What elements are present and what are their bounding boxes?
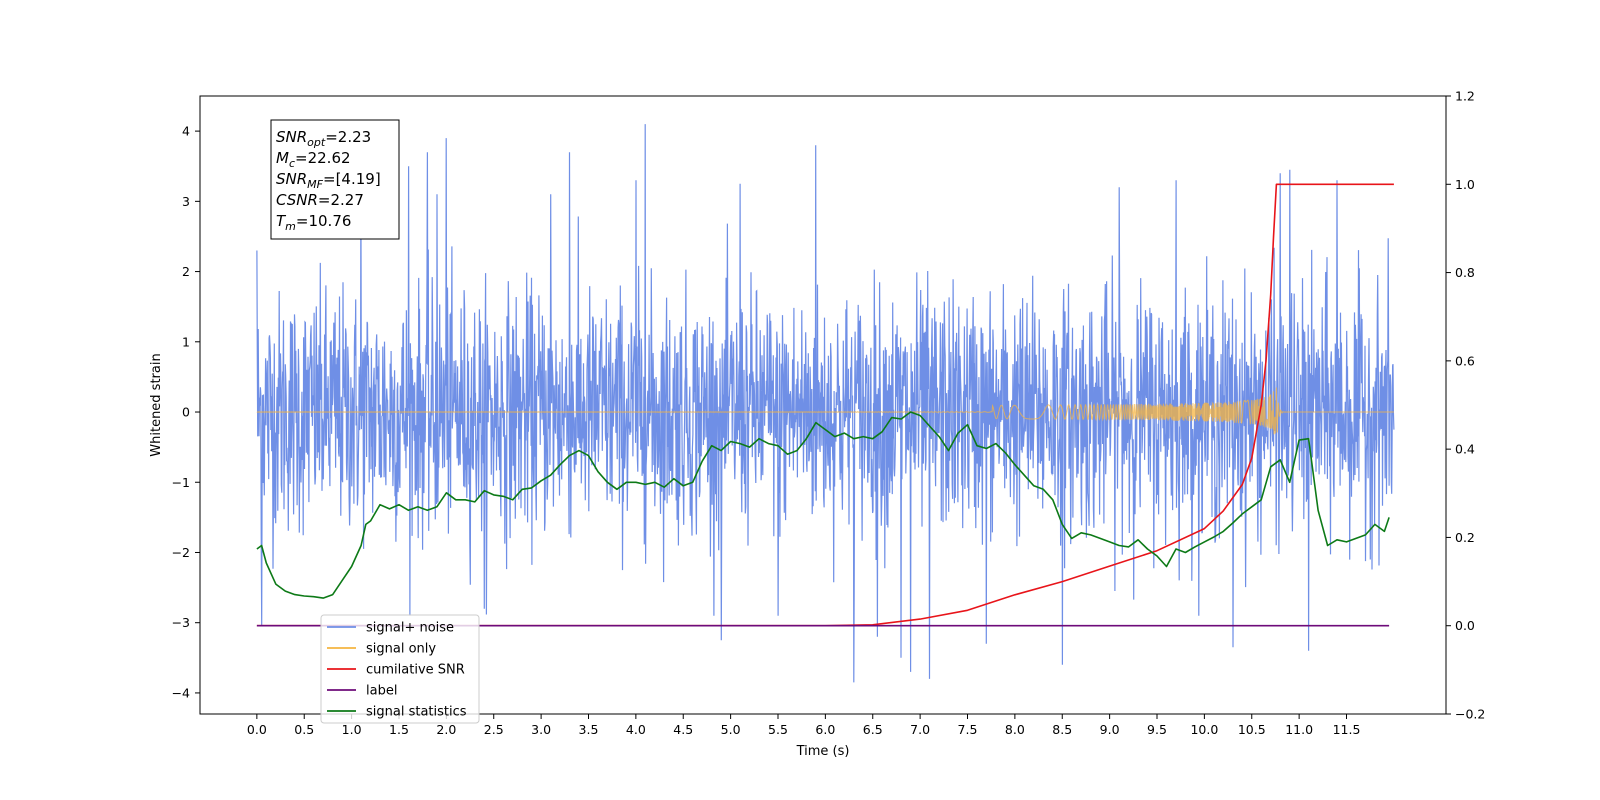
x-tick-label: 2.0 [436,722,456,737]
series-signal-only [256,387,1394,435]
x-tick-label: 5.0 [721,722,741,737]
x-tick-label: 9.5 [1147,722,1167,737]
x-tick-label: 7.0 [910,722,930,737]
x-tick-label: 9.0 [1100,722,1120,737]
y-tick-label: −2 [172,545,190,560]
y-tick-label: −4 [172,685,190,700]
x-tick-label: 2.5 [484,722,504,737]
x-tick-label: 0.0 [247,722,267,737]
legend-label: signal statistics [366,705,467,720]
y2-tick-label: 0.2 [1455,530,1475,545]
y-tick-label: 3 [182,194,190,209]
info-line: Mc=22.62 [276,149,351,170]
series-layer [256,124,1395,683]
legend-label: signal+ noise [366,621,454,636]
info-line: SNRopt=2.23 [276,128,371,149]
legend-label: label [366,684,397,699]
x-tick-label: 4.0 [626,722,646,737]
x-tick-label: 11.5 [1333,722,1361,737]
x-tick-label: 10.5 [1238,722,1266,737]
x-tick-label: 6.0 [815,722,835,737]
info-line: CSNR=2.27 [276,191,364,209]
axes-layer: 0.0 0.5 1.0 1.5 2.0 2.5 3.0 3.5 4.0 4.5 5.0 5.5 6.0 6… [172,89,1486,738]
legend-frame [320,614,480,724]
legend: signal+ noise signal only cumilative SNR la… [320,614,480,724]
y2-tick-label: 0.6 [1455,353,1475,368]
x-tick-label: 3.5 [579,722,599,737]
x-tick-label: 10.0 [1190,722,1218,737]
x-tick-label: 4.5 [673,722,693,737]
y-tick-label: −1 [172,475,190,490]
legend-label: cumilative SNR [366,663,465,678]
x-tick-label: 1.0 [342,722,362,737]
y2-tick-label: 0.8 [1455,265,1475,280]
x-tick-label: 8.0 [1005,722,1025,737]
series-signal-statistics [256,411,1390,599]
x-tick-label: 11.0 [1285,722,1313,737]
y2-tick-label: 1.2 [1455,89,1475,104]
y2-tick-label: −0.2 [1455,707,1485,722]
info-box-frame [270,119,400,240]
info-line: SNRMF=[4.19] [276,170,381,191]
y-axis-label: Whitened strain [149,353,164,456]
x-axis-label: Time (s) [796,744,850,759]
x-tick-label: 3.0 [531,722,551,737]
y2-tick-label: 0.4 [1455,442,1475,457]
x-tick-label: 8.5 [1052,722,1072,737]
info-box: SNRopt=2.23Mc=22.62SNRMF=[4.19]CSNR=2.27… [270,119,400,240]
plot-frame [199,95,1447,715]
series-cumilative-snr [256,183,1394,627]
x-tick-label: 6.5 [863,722,883,737]
x-tick-label: 7.5 [958,722,978,737]
legend-label: signal only [366,642,436,657]
y2-tick-label: 0.0 [1455,618,1475,633]
y-tick-label: 2 [182,264,190,279]
info-line: Tm=10.76 [276,212,351,233]
x-tick-label: 1.5 [389,722,409,737]
y-tick-label: 1 [182,334,190,349]
x-tick-label: 5.5 [768,722,788,737]
y-tick-label: 0 [182,405,190,420]
y-tick-label: −3 [172,615,190,630]
y-tick-label: 4 [182,124,190,139]
x-tick-label: 0.5 [294,722,314,737]
series-signal-noise [256,124,1395,683]
y2-tick-label: 1.0 [1455,177,1475,192]
